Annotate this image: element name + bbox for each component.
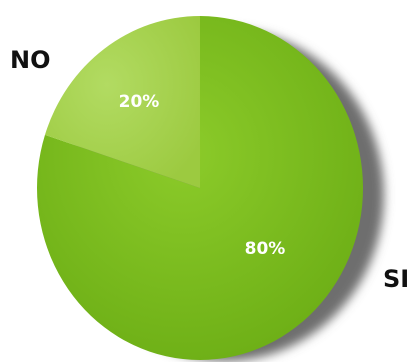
category-label-si: SI (383, 265, 409, 293)
category-label-no: NO (10, 46, 51, 74)
pie-slice-no (44, 16, 201, 188)
pie-slice-si (37, 16, 364, 360)
data-label-20: 20% (119, 92, 160, 112)
data-label-80: 80% (245, 239, 286, 259)
